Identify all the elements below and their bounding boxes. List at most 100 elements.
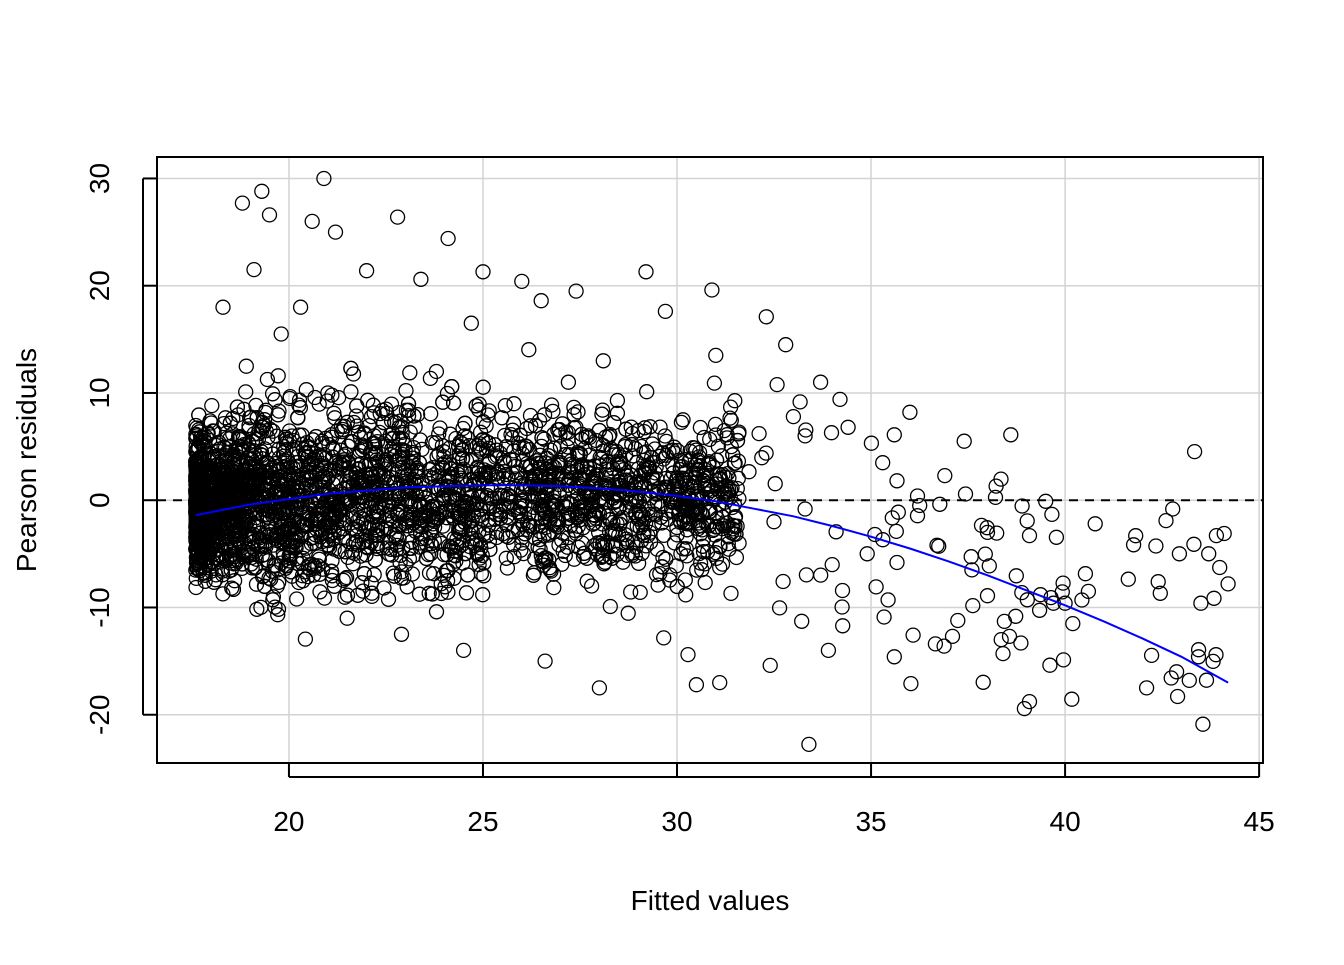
data-point (706, 375, 723, 391)
data-point (591, 422, 607, 439)
data-point (590, 535, 606, 551)
data-point (327, 224, 344, 240)
data-point (367, 438, 383, 455)
data-point (281, 553, 298, 569)
data-point (210, 547, 227, 563)
data-point (445, 395, 462, 411)
data-point (354, 575, 370, 591)
data-point (498, 438, 514, 455)
data-point (630, 422, 646, 439)
data-point (631, 493, 648, 510)
data-point (531, 412, 548, 429)
data-point (210, 465, 226, 481)
data-point (950, 612, 966, 629)
data-point (289, 591, 305, 607)
data-point (640, 459, 657, 475)
data-point (250, 431, 267, 447)
data-point (655, 549, 671, 566)
y-tick-label: 0 (84, 492, 115, 508)
data-point (391, 431, 407, 447)
data-point (633, 438, 650, 455)
data-point (475, 379, 491, 395)
data-point (412, 526, 429, 542)
data-point (775, 573, 791, 590)
data-point (234, 195, 251, 211)
data-point (728, 526, 744, 542)
data-point (256, 568, 272, 584)
data-point (200, 513, 217, 529)
data-point (725, 447, 741, 463)
data-point (188, 453, 204, 470)
data-point (909, 488, 926, 504)
data-point (297, 444, 314, 461)
data-point (311, 566, 328, 582)
data-point (727, 455, 743, 471)
data-point (771, 600, 788, 616)
data-point (224, 514, 241, 530)
data-point (219, 529, 236, 546)
data-point (880, 592, 896, 608)
data-point (287, 538, 304, 554)
data-point (223, 562, 239, 578)
data-point (905, 627, 921, 643)
data-point (708, 347, 724, 364)
data-point (356, 566, 372, 582)
data-point (635, 508, 651, 524)
data-point (401, 540, 417, 557)
data-point (238, 478, 255, 494)
data-point (708, 452, 725, 468)
data-point (727, 518, 743, 534)
data-point (398, 382, 414, 399)
data-point (652, 419, 668, 435)
data-point (607, 523, 623, 539)
data-point (1205, 653, 1221, 670)
data-point (210, 457, 226, 473)
data-point (554, 532, 570, 548)
axes-layer: 20 25 30 35 40 45 -20 -10 0 10 20 30 (84, 163, 1275, 837)
data-point (513, 481, 530, 498)
data-point (762, 657, 778, 674)
data-point (473, 507, 489, 524)
data-point (436, 567, 452, 584)
data-point (223, 480, 239, 496)
data-point (447, 479, 464, 495)
data-point (632, 520, 648, 536)
data-point (462, 472, 479, 488)
data-point (609, 392, 626, 409)
data-point (480, 464, 497, 480)
data-point (316, 170, 332, 187)
data-point (840, 419, 856, 435)
data-point (1014, 584, 1030, 601)
data-point (602, 426, 618, 443)
data-point (381, 546, 397, 562)
data-point (1064, 691, 1080, 707)
data-point (377, 461, 393, 477)
data-point (536, 407, 553, 423)
data-point (630, 511, 647, 527)
data-point (253, 443, 269, 460)
data-point (261, 527, 278, 543)
data-point (351, 461, 367, 477)
data-point (751, 425, 767, 442)
data-point (425, 509, 441, 525)
data-point (669, 470, 685, 486)
data-point (636, 524, 652, 541)
data-point (1206, 590, 1222, 606)
data-point (642, 524, 658, 541)
data-point (292, 399, 309, 416)
data-point (1152, 585, 1168, 601)
plot-frame (156, 156, 1264, 764)
data-point (712, 674, 728, 691)
data-point (823, 425, 840, 441)
data-point (1150, 574, 1166, 590)
data-point (246, 261, 262, 278)
data-point (501, 488, 517, 505)
data-point (521, 441, 538, 458)
data-point (477, 433, 494, 449)
data-point (387, 414, 403, 431)
data-point (195, 518, 211, 534)
data-point (189, 524, 205, 540)
data-point (211, 473, 227, 489)
data-point (422, 501, 438, 517)
data-point (606, 415, 622, 431)
